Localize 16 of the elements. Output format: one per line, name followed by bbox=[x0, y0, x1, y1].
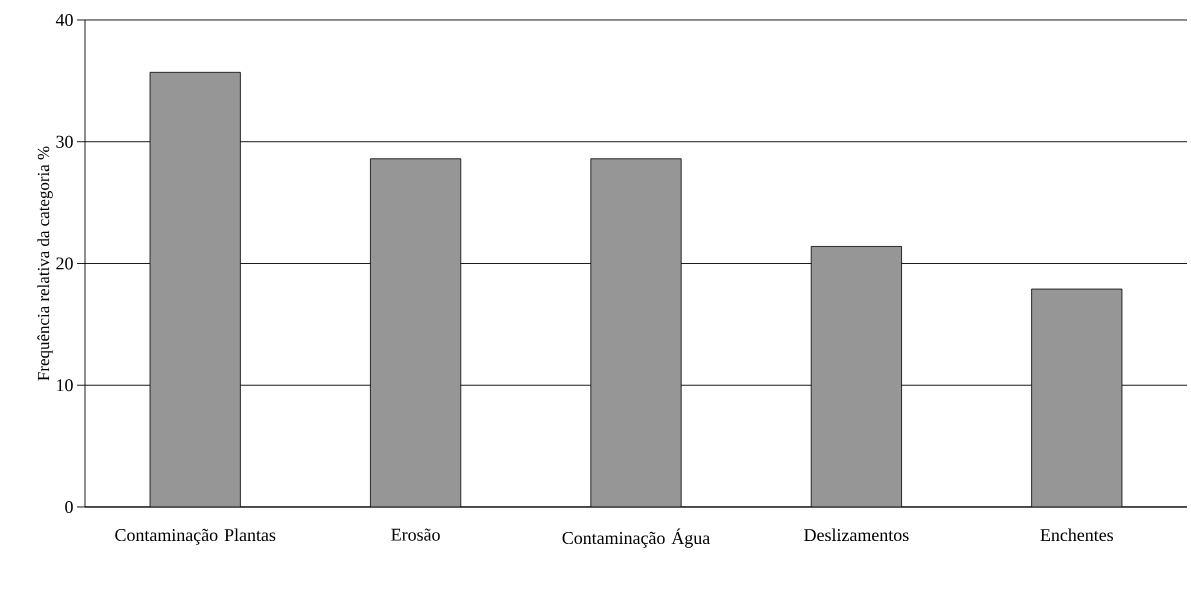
bar bbox=[810, 246, 902, 507]
y-tick-label: 10 bbox=[57, 379, 73, 392]
bar bbox=[590, 158, 682, 507]
x-tick-label: Deslizamentos bbox=[804, 528, 909, 542]
x-tick-label: Contaminação Plantas bbox=[115, 528, 276, 545]
bar bbox=[370, 158, 462, 507]
bar bbox=[1031, 288, 1123, 507]
x-tick-label: Enchentes bbox=[1040, 528, 1113, 542]
y-tick-label: 20 bbox=[56, 257, 73, 270]
x-tick-label: Erosão bbox=[391, 528, 440, 541]
y-axis-title: Frequência relativa da categoria % bbox=[37, 146, 53, 381]
y-tick-label: 0 bbox=[65, 500, 73, 514]
bar bbox=[149, 71, 241, 507]
x-tick-label: Contaminação Água bbox=[562, 528, 710, 548]
y-tick-label: 30 bbox=[56, 135, 73, 148]
y-tick-label: 40 bbox=[55, 13, 73, 27]
